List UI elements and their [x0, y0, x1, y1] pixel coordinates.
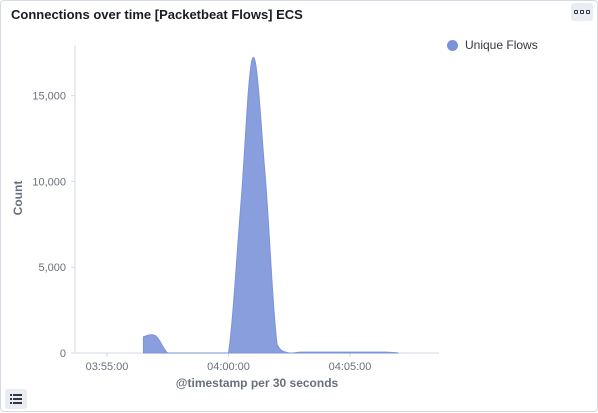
- legend-label: Unique Flows: [465, 38, 538, 52]
- x-axis: 03:55:00 04:00:00 04:05:00: [75, 352, 439, 373]
- list-icon: [10, 394, 22, 404]
- y-tick-label: 15,000: [32, 91, 66, 103]
- x-tick-label: 04:00:00: [207, 361, 250, 373]
- ellipsis-icon: [574, 10, 578, 14]
- x-tick-label: 03:55:00: [86, 361, 129, 373]
- y-axis: 0 5,000 10,000 15,000: [32, 45, 76, 360]
- panel-options-button[interactable]: [571, 3, 593, 21]
- ellipsis-dot: [586, 10, 590, 14]
- series-area-unique-flows[interactable]: [142, 57, 399, 354]
- ellipsis-dot: [580, 10, 584, 14]
- y-tick-label: 5,000: [38, 262, 66, 274]
- y-tick-label: 0: [60, 348, 66, 360]
- legend-item-unique-flows[interactable]: Unique Flows: [447, 38, 538, 52]
- legend-toggle-button[interactable]: [5, 389, 27, 409]
- y-tick-label: 10,000: [32, 176, 66, 188]
- x-tick-label: 04:05:00: [329, 361, 372, 373]
- x-axis-title: @timestamp per 30 seconds: [176, 376, 339, 390]
- y-axis-title: Count: [11, 181, 25, 216]
- panel-title: Connections over time [Packetbeat Flows]…: [11, 7, 303, 22]
- series-layer: [142, 57, 399, 354]
- legend-swatch: [447, 39, 458, 51]
